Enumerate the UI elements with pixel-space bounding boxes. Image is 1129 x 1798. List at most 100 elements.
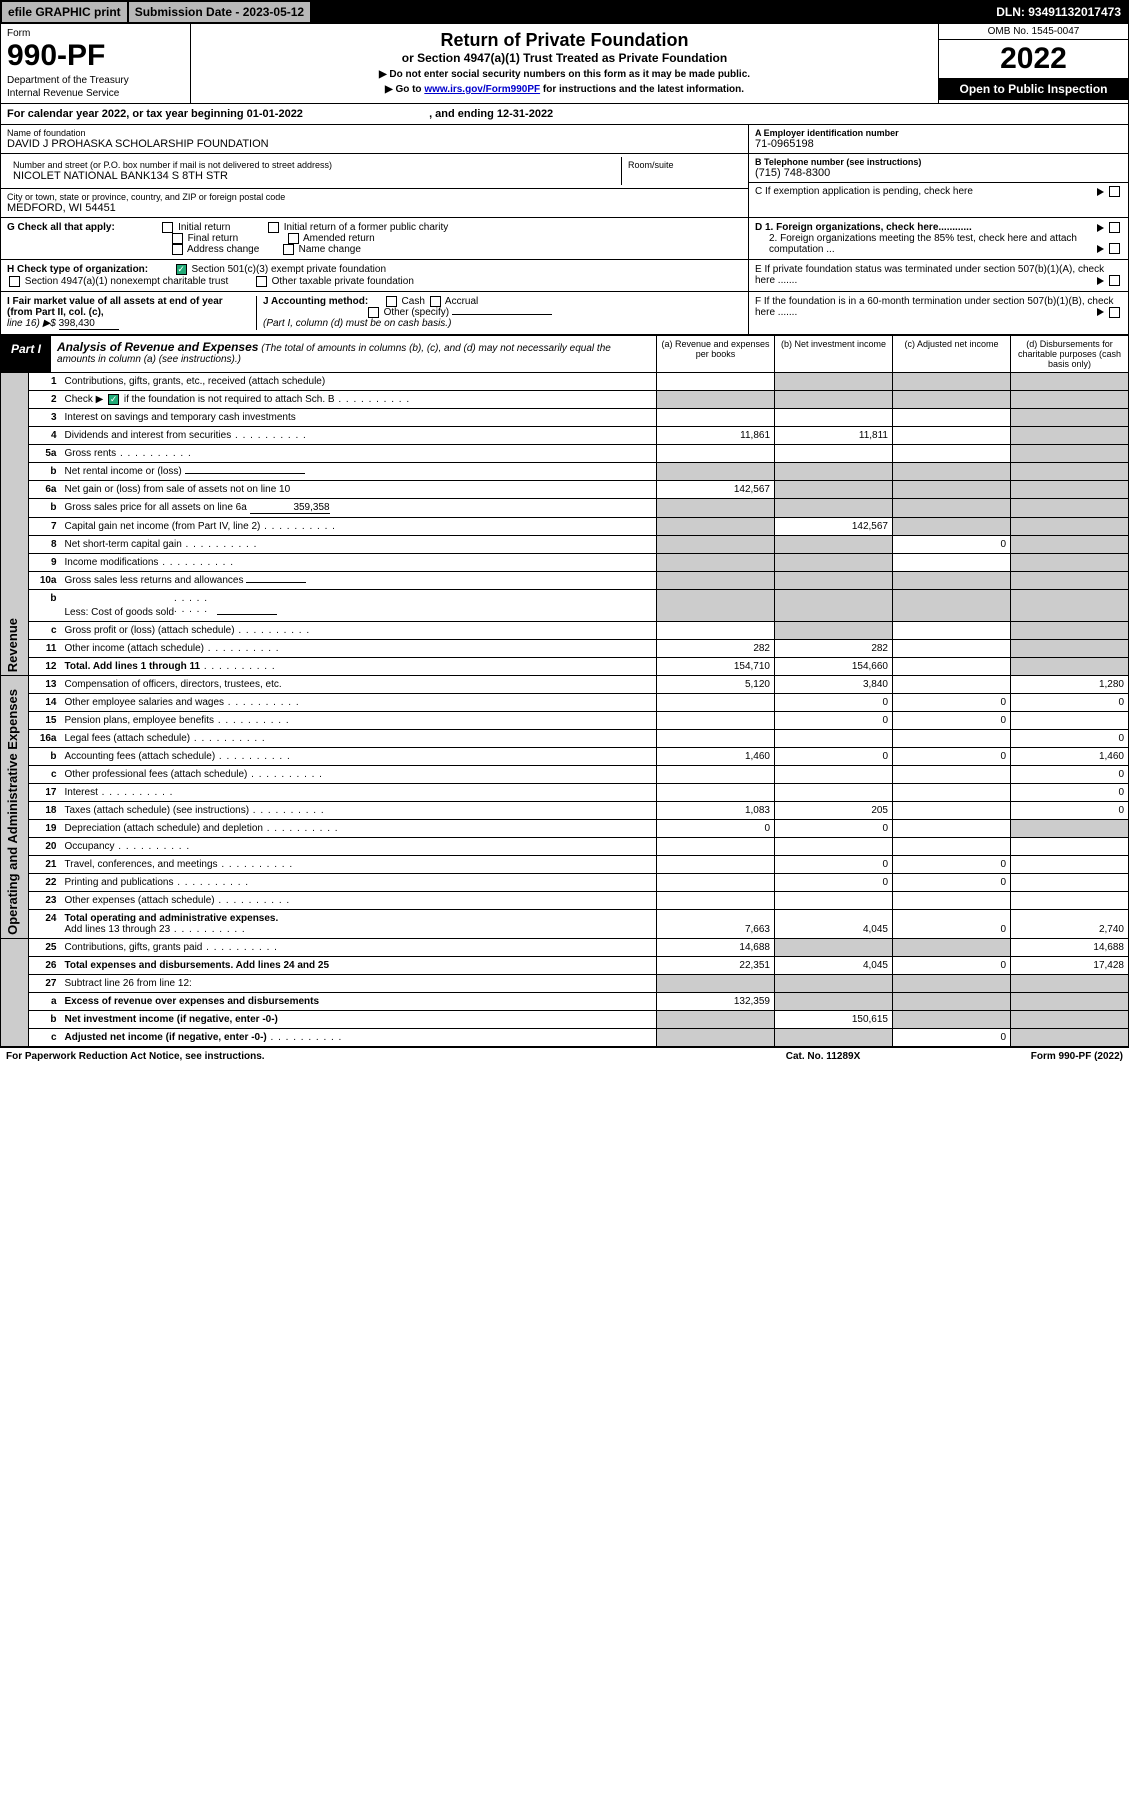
header-mid: Return of Private Foundation or Section …: [191, 24, 938, 103]
ein: 71-0965198: [755, 138, 1122, 150]
checkbox-other-method[interactable]: [368, 307, 379, 318]
table-row: 10aGross sales less returns and allowanc…: [1, 571, 1129, 589]
dln: DLN: 93491132017473: [312, 2, 1127, 22]
table-row: bGross sales price for all assets on lin…: [1, 498, 1129, 517]
arrow-icon: [1097, 245, 1104, 253]
checkbox-4947[interactable]: [9, 276, 20, 287]
footer-right: Form 990-PF (2022): [923, 1051, 1123, 1062]
table-row: cOther professional fees (attach schedul…: [1, 765, 1129, 783]
table-row: 16aLegal fees (attach schedule) 0: [1, 729, 1129, 747]
header-right: OMB No. 1545-0047 2022 Open to Public In…: [938, 24, 1128, 103]
table-row: 11Other income (attach schedule) 282282: [1, 639, 1129, 657]
checkbox-501c3[interactable]: [176, 264, 187, 275]
city-state-zip: MEDFORD, WI 54451: [7, 202, 742, 214]
table-row: Revenue 1Contributions, gifts, grants, e…: [1, 373, 1129, 391]
form-note1: ▶ Do not enter social security numbers o…: [197, 69, 932, 80]
col-a-header: (a) Revenue and expenses per books: [656, 336, 774, 372]
section-d: D 1. Foreign organizations, check here..…: [748, 218, 1128, 259]
col-d-header: (d) Disbursements for charitable purpose…: [1010, 336, 1128, 372]
table-row: 19Depreciation (attach schedule) and dep…: [1, 819, 1129, 837]
footer-left: For Paperwork Reduction Act Notice, see …: [6, 1051, 723, 1062]
room-cell: Room/suite: [622, 157, 742, 185]
checkbox-d2[interactable]: [1109, 243, 1120, 254]
form-number: 990-PF: [7, 39, 184, 73]
col-b-header: (b) Net investment income: [774, 336, 892, 372]
checkbox-c[interactable]: [1109, 186, 1120, 197]
checkbox-initial[interactable]: [162, 222, 173, 233]
page-footer: For Paperwork Reduction Act Notice, see …: [0, 1047, 1129, 1065]
checkbox-cash[interactable]: [386, 296, 397, 307]
table-row: 4Dividends and interest from securities …: [1, 426, 1129, 444]
table-row: 22Printing and publications 00: [1, 873, 1129, 891]
checkbox-final[interactable]: [172, 233, 183, 244]
part1-desc: Analysis of Revenue and Expenses (The to…: [51, 336, 656, 372]
street-cell: Number and street (or P.O. box number if…: [7, 157, 622, 185]
table-row: 9Income modifications: [1, 553, 1129, 571]
section-e: E If private foundation status was termi…: [748, 260, 1128, 290]
table-row: bAccounting fees (attach schedule) 1,460…: [1, 747, 1129, 765]
checkbox-schb[interactable]: [108, 394, 119, 405]
table-row: 12Total. Add lines 1 through 11 154,7101…: [1, 657, 1129, 675]
efile-label: efile GRAPHIC print: [2, 2, 129, 22]
submission-date: Submission Date - 2023-05-12: [129, 2, 312, 22]
table-row: Operating and Administrative Expenses 13…: [1, 675, 1129, 693]
table-row: 25Contributions, gifts, grants paid 14,6…: [1, 938, 1129, 956]
table-row: aExcess of revenue over expenses and dis…: [1, 992, 1129, 1010]
fmv-value: 398,430: [59, 318, 119, 330]
arrow-icon: [1097, 308, 1104, 316]
arrow-icon: [1097, 224, 1104, 232]
checkbox-accrual[interactable]: [430, 296, 441, 307]
table-row: 14Other employee salaries and wages 000: [1, 693, 1129, 711]
table-row: 20Occupancy: [1, 837, 1129, 855]
tax-year: 2022: [939, 40, 1128, 78]
checkbox-f[interactable]: [1109, 307, 1120, 318]
checkbox-name[interactable]: [283, 244, 294, 255]
table-row: 6aNet gain or (loss) from sale of assets…: [1, 480, 1129, 498]
footer-mid: Cat. No. 11289X: [723, 1051, 923, 1062]
table-row: bNet rental income or (loss): [1, 462, 1129, 480]
table-row: 18Taxes (attach schedule) (see instructi…: [1, 801, 1129, 819]
checkbox-d1[interactable]: [1109, 222, 1120, 233]
form990pf-link[interactable]: www.irs.gov/Form990PF: [424, 84, 540, 95]
part1-label: Part I: [1, 336, 51, 372]
section-f: F If the foundation is in a 60-month ter…: [748, 292, 1128, 334]
section-j: J Accounting method: Cash Accrual Other …: [257, 296, 742, 330]
street-address: NICOLET NATIONAL BANK134 S 8TH STR: [13, 170, 615, 182]
arrow-icon: [1097, 277, 1104, 285]
col-c-header: (c) Adjusted net income: [892, 336, 1010, 372]
revenue-side-label: Revenue: [5, 618, 20, 672]
table-row: bNet investment income (if negative, ent…: [1, 1010, 1129, 1028]
checkbox-address[interactable]: [172, 244, 183, 255]
section-g-d-row: G Check all that apply: Initial return I…: [0, 218, 1129, 260]
city-cell: City or town, state or province, country…: [1, 189, 748, 217]
table-row: 15Pension plans, employee benefits 00: [1, 711, 1129, 729]
foundation-name: DAVID J PROHASKA SCHOLARSHIP FOUNDATION: [7, 138, 742, 150]
checkbox-initial-public[interactable]: [268, 222, 279, 233]
section-h-e-row: H Check type of organization: Section 50…: [0, 260, 1129, 291]
table-row: 2 Check ▶ if the foundation is not requi…: [1, 390, 1129, 408]
dept-treasury: Department of the Treasury: [7, 75, 184, 86]
dept-irs: Internal Revenue Service: [7, 88, 184, 99]
table-row: 8Net short-term capital gain 0: [1, 535, 1129, 553]
part1-table: Revenue 1Contributions, gifts, grants, e…: [0, 373, 1129, 1047]
section-h: H Check type of organization: Section 50…: [1, 260, 748, 290]
table-row: 23Other expenses (attach schedule): [1, 891, 1129, 909]
table-row: 26Total expenses and disbursements. Add …: [1, 956, 1129, 974]
checkbox-e[interactable]: [1109, 275, 1120, 286]
section-g: G Check all that apply: Initial return I…: [1, 218, 748, 259]
top-bar: efile GRAPHIC print Submission Date - 20…: [0, 0, 1129, 24]
telephone: (715) 748-8300: [755, 167, 1122, 179]
section-i-j: I Fair market value of all assets at end…: [1, 292, 748, 334]
calendar-year-row: For calendar year 2022, or tax year begi…: [0, 104, 1129, 125]
table-row: 27Subtract line 26 from line 12:: [1, 974, 1129, 992]
form-label: Form: [7, 28, 184, 39]
checkbox-amended[interactable]: [288, 233, 299, 244]
checkbox-other-tax[interactable]: [256, 276, 267, 287]
form-subtitle: or Section 4947(a)(1) Trust Treated as P…: [197, 51, 932, 65]
foundation-name-cell: Name of foundation DAVID J PROHASKA SCHO…: [1, 125, 748, 154]
table-row: cGross profit or (loss) (attach schedule…: [1, 621, 1129, 639]
table-row: 5aGross rents: [1, 444, 1129, 462]
part1-header: Part I Analysis of Revenue and Expenses …: [0, 335, 1129, 373]
ein-cell: A Employer identification number 71-0965…: [749, 125, 1128, 154]
section-c-cell: C If exemption application is pending, c…: [749, 183, 1128, 200]
